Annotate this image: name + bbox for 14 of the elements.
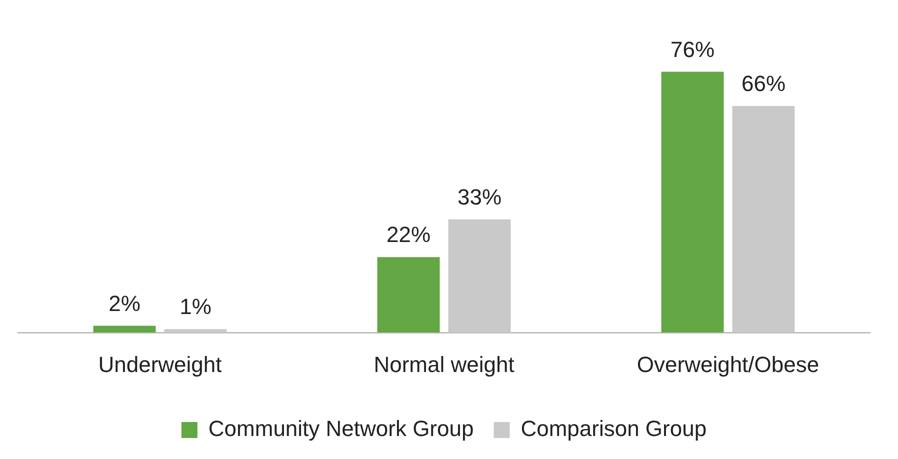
legend-label: Community Network Group — [208, 416, 474, 442]
legend-label: Comparison Group — [520, 416, 707, 442]
bar — [377, 257, 440, 333]
x-tick-label: Overweight/Obese — [636, 352, 820, 377]
bar — [661, 72, 724, 333]
x-tick-label: Normal weight — [374, 352, 514, 377]
bar — [93, 326, 156, 333]
data-label: 66% — [741, 71, 786, 96]
data-label: 76% — [670, 36, 715, 62]
data-label: 2% — [108, 290, 140, 316]
data-label: 22% — [386, 222, 431, 248]
data-label: 1% — [180, 294, 212, 320]
x-tick-label: Underweight — [98, 352, 222, 377]
data-label: 33% — [457, 184, 502, 210]
